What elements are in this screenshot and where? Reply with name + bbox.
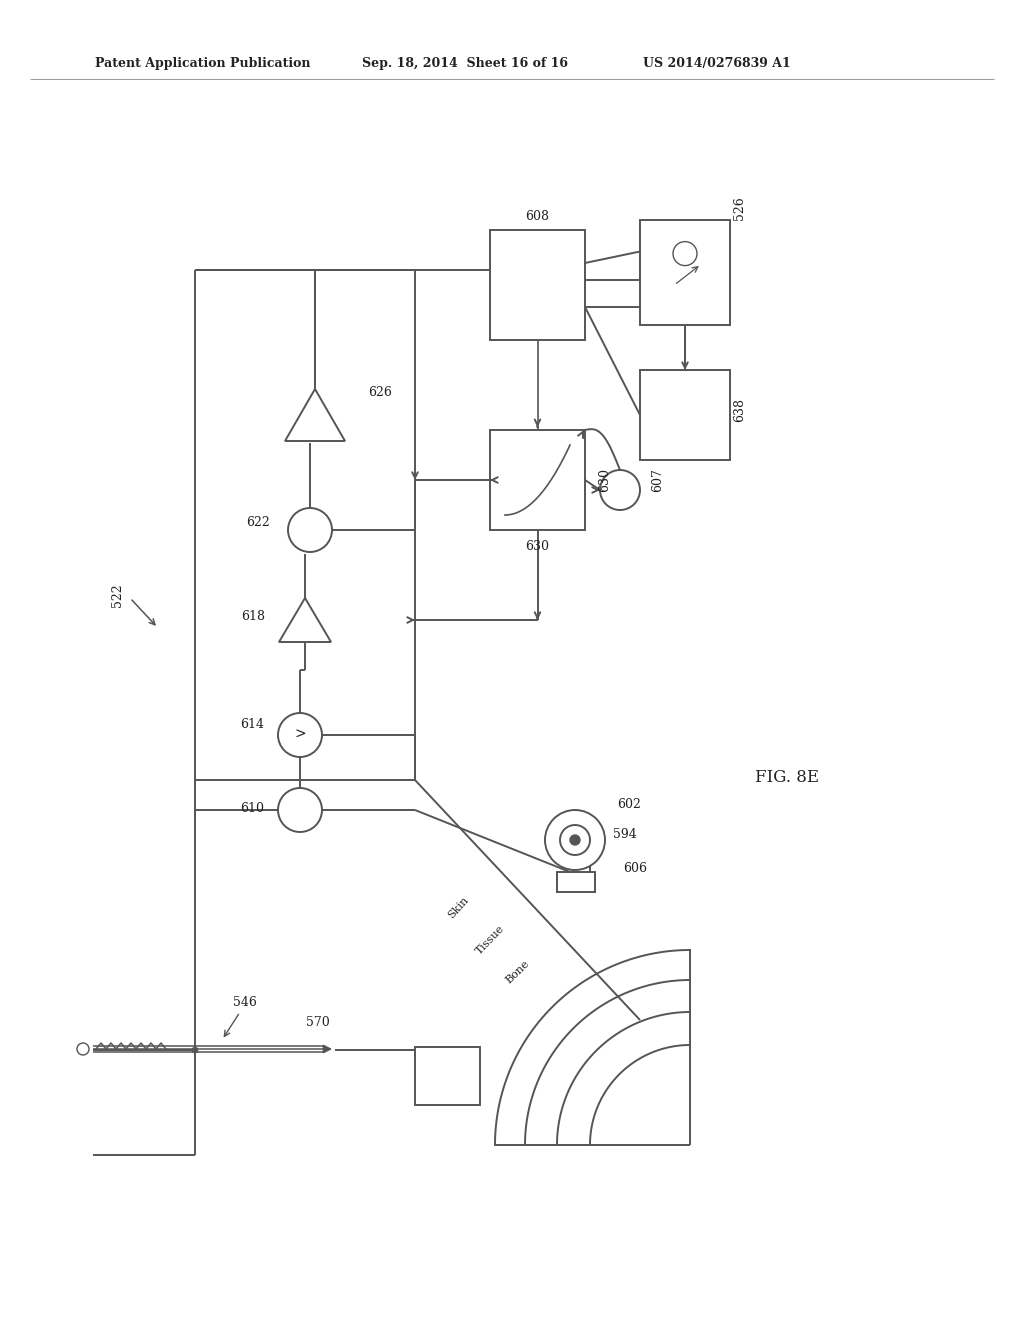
- Text: 607: 607: [651, 469, 665, 492]
- Text: >: >: [294, 729, 306, 742]
- Text: 522: 522: [112, 583, 125, 607]
- Text: 622: 622: [246, 516, 270, 528]
- Circle shape: [278, 788, 322, 832]
- Circle shape: [673, 242, 697, 265]
- Bar: [490, 430, 585, 531]
- Text: 606: 606: [623, 862, 647, 874]
- Text: 546: 546: [233, 995, 257, 1008]
- Text: 602: 602: [617, 799, 641, 812]
- Circle shape: [570, 836, 580, 845]
- Circle shape: [288, 508, 332, 552]
- Text: 626: 626: [368, 387, 392, 400]
- Text: Skin: Skin: [445, 895, 470, 921]
- Text: 610: 610: [240, 801, 264, 814]
- Text: Sep. 18, 2014  Sheet 16 of 16: Sep. 18, 2014 Sheet 16 of 16: [362, 57, 568, 70]
- Text: 526: 526: [733, 197, 746, 220]
- Text: 608: 608: [525, 210, 550, 223]
- Circle shape: [560, 825, 590, 855]
- Circle shape: [600, 470, 640, 510]
- Circle shape: [278, 713, 322, 756]
- Circle shape: [193, 1047, 198, 1053]
- Bar: [640, 220, 730, 325]
- Text: 594: 594: [613, 829, 637, 842]
- Text: 570: 570: [306, 1015, 330, 1028]
- Polygon shape: [285, 389, 345, 441]
- Text: 630: 630: [525, 540, 550, 553]
- Circle shape: [545, 810, 605, 870]
- Text: FIG. 8E: FIG. 8E: [755, 770, 819, 787]
- Text: Bone: Bone: [504, 958, 531, 986]
- Text: 618: 618: [241, 610, 265, 623]
- Text: 614: 614: [240, 718, 264, 731]
- Bar: [640, 370, 730, 459]
- Text: Tissue: Tissue: [474, 924, 506, 957]
- Text: 630: 630: [598, 469, 611, 492]
- Bar: [415, 1047, 480, 1105]
- Circle shape: [77, 1043, 89, 1055]
- Text: 638: 638: [733, 399, 746, 422]
- Bar: [490, 230, 585, 341]
- Bar: [557, 873, 595, 892]
- Polygon shape: [279, 598, 331, 642]
- Text: Patent Application Publication: Patent Application Publication: [95, 57, 310, 70]
- Text: US 2014/0276839 A1: US 2014/0276839 A1: [643, 57, 791, 70]
